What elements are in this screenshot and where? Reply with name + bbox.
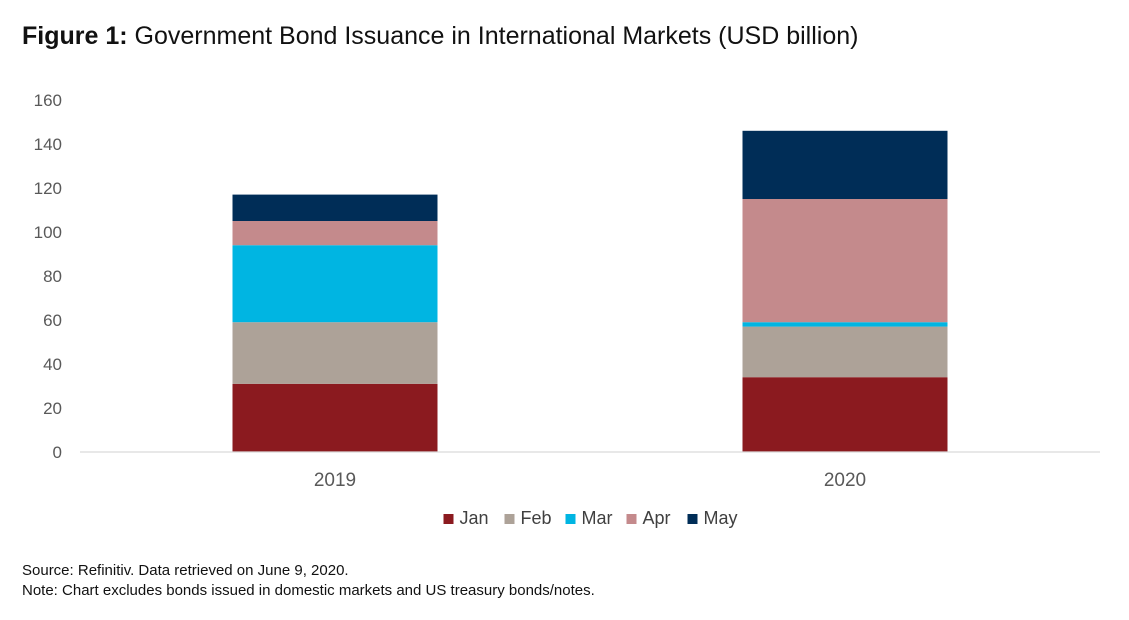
category-label-2020: 2020 <box>824 470 866 491</box>
bar-2020-jan <box>742 377 948 452</box>
y-tick-label: 60 <box>43 311 62 330</box>
figure-label: Figure 1 <box>22 22 120 50</box>
legend-label-mar: Mar <box>582 508 613 528</box>
y-tick-label: 0 <box>53 443 62 462</box>
bar-2019-jan <box>232 383 438 452</box>
figure-separator: : <box>119 22 128 50</box>
y-tick-label: 80 <box>43 267 62 286</box>
y-tick-label: 140 <box>34 135 62 154</box>
legend-swatch-apr <box>626 514 637 524</box>
figure-title-text: Government Bond Issuance in Internationa… <box>127 22 859 50</box>
legend-label-may: May <box>704 508 738 528</box>
legend-swatch-may <box>687 514 698 524</box>
legend-label-feb: Feb <box>521 508 552 528</box>
chart-title: Figure 1: Government Bond Issuance in In… <box>22 22 858 51</box>
bar-2020-feb <box>742 326 948 378</box>
y-tick-label: 100 <box>34 223 62 242</box>
category-labels: 2019 2020 <box>314 470 866 491</box>
bar-2019-apr <box>232 221 438 246</box>
exclusion-note: Note: Chart excludes bonds issued in dom… <box>22 582 595 599</box>
legend: Jan Feb Mar Apr May <box>443 508 738 528</box>
bar-2020-apr <box>742 199 948 323</box>
y-axis-ticks: 0 20 40 60 80 100 120 140 160 <box>34 91 62 462</box>
legend-label-apr: Apr <box>643 508 671 528</box>
bar-2019-mar <box>232 245 438 323</box>
bar-2020-may <box>742 130 948 199</box>
y-tick-label: 160 <box>34 91 62 110</box>
footnotes: Source: Refinitiv. Data retrieved on Jun… <box>22 561 595 601</box>
legend-label-jan: Jan <box>460 508 489 528</box>
y-tick-label: 20 <box>43 399 62 418</box>
bars <box>232 130 948 452</box>
bar-2019-feb <box>232 322 438 384</box>
y-tick-label: 40 <box>43 355 62 374</box>
category-label-2019: 2019 <box>314 470 356 491</box>
source-note: Source: Refinitiv. Data retrieved on Jun… <box>22 562 349 579</box>
y-tick-label: 120 <box>34 179 62 198</box>
legend-swatch-feb <box>504 514 515 524</box>
bar-2020-mar <box>742 322 948 327</box>
legend-swatch-jan <box>443 514 454 524</box>
bar-2019-may <box>232 194 438 221</box>
legend-swatch-mar <box>565 514 576 524</box>
stacked-bar-chart: 0 20 40 60 80 100 120 140 160 2019 2020 Jan Feb Mar… <box>34 91 1100 528</box>
